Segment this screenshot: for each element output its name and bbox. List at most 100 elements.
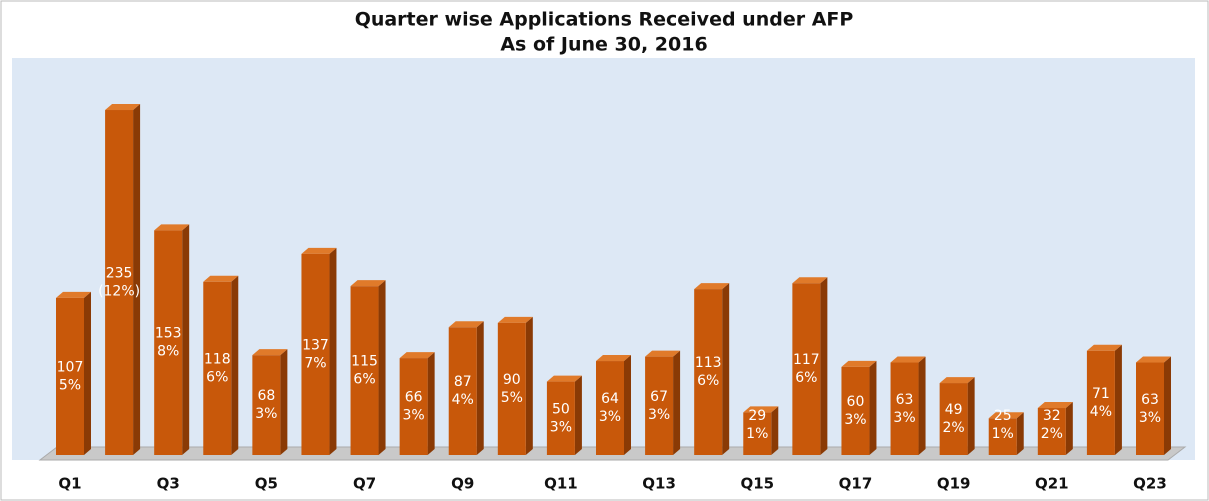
percent-label: 2% <box>1041 426 1063 442</box>
percent-label: 3% <box>893 410 915 426</box>
x-tick-label: Q5 <box>255 475 278 493</box>
value-label: 32 <box>1043 408 1061 424</box>
x-tick-label: Q3 <box>157 475 180 493</box>
bar <box>743 412 772 455</box>
bar <box>596 361 624 455</box>
bar <box>1037 408 1066 455</box>
bar-side <box>329 247 337 455</box>
bar-side <box>133 104 141 456</box>
x-tick-label: Q21 <box>1035 475 1069 493</box>
value-label: 63 <box>896 392 914 408</box>
bar <box>203 281 232 455</box>
bar-top <box>645 350 681 357</box>
value-label: 29 <box>748 408 766 424</box>
bar-top <box>350 280 386 287</box>
value-label: 67 <box>650 389 668 405</box>
bar <box>154 230 183 455</box>
percent-label: 3% <box>599 409 621 425</box>
bar-top <box>1086 344 1122 351</box>
bar-side <box>1114 344 1122 455</box>
bar-side <box>378 280 386 455</box>
percent-label: 3% <box>255 406 277 422</box>
bar-side <box>1016 412 1024 455</box>
bar-top <box>1037 402 1073 409</box>
bar-side <box>231 275 239 455</box>
bar-side <box>722 283 730 455</box>
bar <box>497 322 526 455</box>
x-tick-label: Q17 <box>839 475 873 493</box>
value-label: 66 <box>405 390 423 406</box>
percent-label: 8% <box>157 344 179 360</box>
bar-side <box>771 406 779 455</box>
value-label: 137 <box>302 337 329 353</box>
bar <box>301 253 330 455</box>
bar-side <box>820 277 828 455</box>
x-tick-label: Q13 <box>642 475 676 493</box>
value-label: 107 <box>57 359 84 375</box>
bar-side <box>182 224 190 455</box>
bar-side <box>525 316 533 455</box>
x-tick-label: Q9 <box>451 475 474 493</box>
percent-label: 3% <box>403 408 425 424</box>
bar-top <box>56 291 91 298</box>
bar <box>939 383 968 455</box>
bar-top <box>988 412 1024 419</box>
value-label: 117 <box>793 352 820 368</box>
bar-top <box>448 321 484 328</box>
value-label: 25 <box>994 408 1012 424</box>
bar-top <box>105 104 141 111</box>
x-tick-label: Q15 <box>740 475 774 493</box>
value-label: 50 <box>552 401 570 417</box>
value-label: 49 <box>945 402 963 418</box>
value-label: 153 <box>155 326 182 342</box>
value-label: 60 <box>847 394 865 410</box>
bar-side <box>918 356 926 455</box>
bar <box>1136 362 1164 455</box>
bar <box>448 327 477 455</box>
percent-label: 1% <box>746 426 768 442</box>
value-label: 115 <box>351 354 378 370</box>
bar <box>694 289 723 455</box>
bar-side <box>673 350 681 455</box>
bar-top <box>546 375 582 382</box>
bar <box>792 283 821 455</box>
chart-title: Quarter wise Applications Received under… <box>355 9 854 31</box>
bar-side <box>476 321 484 455</box>
bar <box>988 418 1017 455</box>
bar-side <box>84 291 91 455</box>
chart-subtitle: As of June 30, 2016 <box>500 34 707 56</box>
value-label: 64 <box>601 391 619 407</box>
value-label: 118 <box>204 351 231 367</box>
bar-top <box>497 316 533 323</box>
bar-top <box>694 283 730 290</box>
bar <box>841 366 870 455</box>
bar <box>399 358 428 455</box>
bar-top <box>301 247 337 254</box>
percent-label: 4% <box>1090 404 1112 420</box>
percent-label: 6% <box>206 369 228 385</box>
bar-side <box>1065 402 1073 455</box>
percent-label: 2% <box>943 420 965 436</box>
percent-label: 3% <box>648 407 670 423</box>
percent-label: 7% <box>304 355 326 371</box>
bar <box>105 110 134 456</box>
percent-label: 3% <box>844 412 866 428</box>
percent-label: 3% <box>1139 410 1161 426</box>
bar <box>350 286 379 455</box>
bar-side <box>967 377 975 455</box>
bar <box>890 362 919 455</box>
value-label: 235 <box>106 266 133 282</box>
percent-label: 6% <box>795 370 817 386</box>
percent-label: 4% <box>452 392 474 408</box>
percent-label: 1% <box>992 426 1014 442</box>
percent-label: 5% <box>501 390 523 406</box>
percent-label: 6% <box>697 373 719 389</box>
percent-label: 6% <box>353 372 375 388</box>
bar-top <box>203 275 239 282</box>
value-label: 113 <box>695 355 722 371</box>
bar <box>252 355 281 455</box>
bar-side <box>574 375 582 455</box>
value-label: 71 <box>1092 386 1110 402</box>
bar <box>56 297 84 455</box>
